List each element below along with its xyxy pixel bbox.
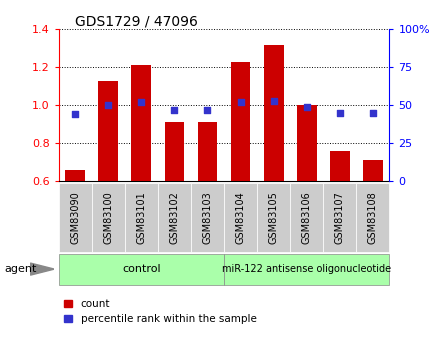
Bar: [98, 81, 118, 181]
Point: [72, 111, 79, 117]
Bar: [230, 61, 250, 181]
Bar: [65, 170, 85, 181]
Bar: [197, 122, 217, 181]
Text: miR-122 antisense oligonucleotide: miR-122 antisense oligonucleotide: [222, 264, 390, 274]
Bar: [329, 151, 349, 181]
Text: GDS1729 / 47096: GDS1729 / 47096: [75, 14, 197, 28]
Text: GSM83108: GSM83108: [367, 191, 377, 244]
Text: GSM83105: GSM83105: [268, 191, 278, 244]
Text: GSM83102: GSM83102: [169, 191, 179, 244]
Text: GSM83101: GSM83101: [136, 191, 146, 244]
Text: GSM83103: GSM83103: [202, 191, 212, 244]
Bar: [263, 45, 283, 181]
Polygon shape: [30, 263, 54, 275]
Text: GSM83090: GSM83090: [70, 191, 80, 244]
Text: control: control: [122, 264, 160, 274]
Point: [302, 104, 309, 109]
Bar: [362, 160, 382, 181]
Legend: count, percentile rank within the sample: count, percentile rank within the sample: [64, 299, 256, 324]
Text: GSM83104: GSM83104: [235, 191, 245, 244]
Point: [171, 107, 178, 112]
Bar: [164, 122, 184, 181]
Point: [368, 110, 375, 116]
Text: GSM83106: GSM83106: [301, 191, 311, 244]
Point: [138, 99, 145, 105]
Point: [237, 99, 243, 105]
Text: GSM83107: GSM83107: [334, 191, 344, 244]
Bar: [131, 66, 151, 181]
Text: agent: agent: [4, 264, 36, 274]
Point: [204, 107, 210, 112]
Point: [335, 110, 342, 116]
Text: GSM83100: GSM83100: [103, 191, 113, 244]
Point: [105, 102, 112, 108]
Point: [270, 98, 276, 104]
Bar: [296, 105, 316, 181]
